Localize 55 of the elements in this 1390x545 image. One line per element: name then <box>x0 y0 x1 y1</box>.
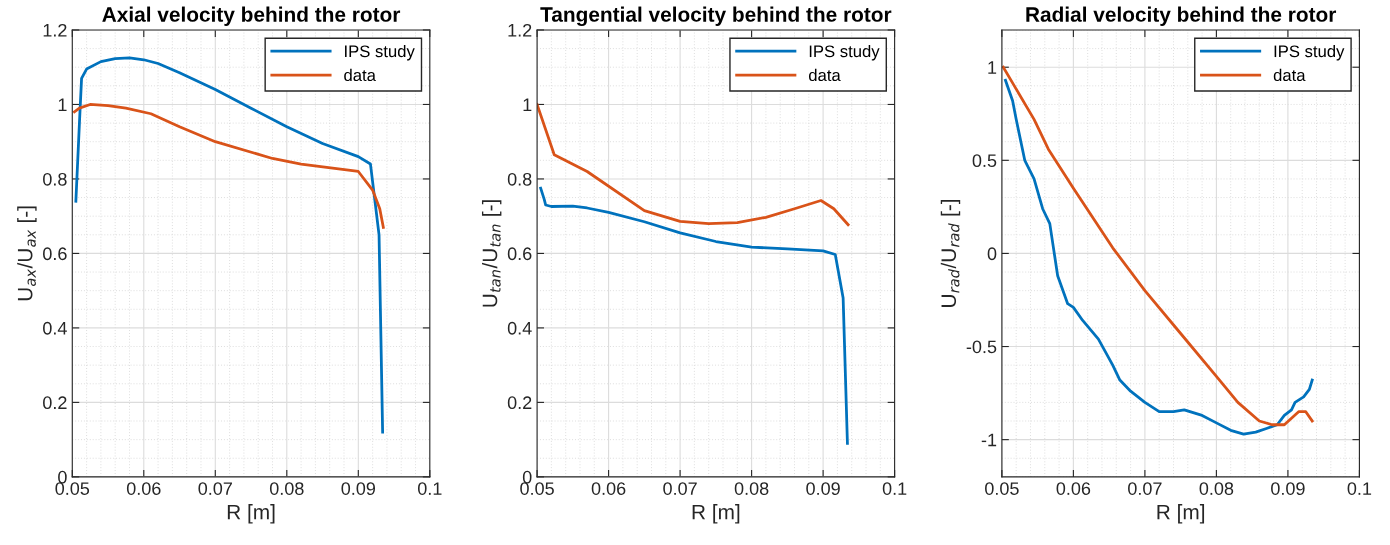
x-tick-label: 0.1 <box>1347 482 1372 495</box>
x-tick-label: 0.1 <box>417 482 442 495</box>
y-tick-label: -0.5 <box>966 340 997 354</box>
x-tick-label: 0.08 <box>1199 482 1234 495</box>
x-tick-label: 0.07 <box>663 482 697 495</box>
y-tick-label: 0.4 <box>43 321 67 335</box>
x-tick-label: 0.09 <box>1271 482 1305 495</box>
legend-label: data <box>344 68 376 82</box>
y-tick-label: 1 <box>523 98 532 111</box>
legend-label: data <box>1273 68 1306 82</box>
x-tick-label: 0.06 <box>126 482 161 495</box>
y-tick-label: 0.2 <box>43 396 67 410</box>
x-tick-label: 0.09 <box>806 482 840 495</box>
line-series <box>73 103 385 229</box>
y-tick-label: 0.4 <box>507 321 532 335</box>
y-tick-label: 0.5 <box>972 154 997 168</box>
y-tick-label: 0 <box>987 247 997 261</box>
x-tick-label: 0.06 <box>591 482 626 495</box>
x-tick-label: 0.1 <box>882 482 907 495</box>
x-tick-label: 0.08 <box>269 482 304 495</box>
y-tick-label: 0 <box>58 470 67 484</box>
y-tick-label: 0.6 <box>43 247 67 261</box>
y-tick-label: 0.6 <box>507 247 532 261</box>
y-axis-title: U$_{ax}$/U$_{ax}$ [-] <box>17 206 37 301</box>
y-tick-label: 1.2 <box>43 23 67 37</box>
line-series <box>537 103 850 227</box>
y-tick-label: 1 <box>988 61 997 74</box>
legend-label: IPS study <box>809 44 880 61</box>
chart-title: Radial velocity behind the rotor <box>1026 6 1337 26</box>
x-tick-label: 0.05 <box>520 482 554 495</box>
y-axis-title: U$_{tan}$/U$_{tan}$ [-] <box>481 200 502 307</box>
y-tick-label: 1.2 <box>508 23 532 37</box>
chart-title: Axial velocity behind the rotor <box>102 6 401 26</box>
legend-label: data <box>808 68 841 82</box>
x-axis-title: R [m] <box>1157 504 1205 524</box>
y-axis-title: U$_{rad}$/U$_{rad}$ [-] <box>940 199 961 307</box>
x-tick-label: 0.05 <box>985 482 1019 495</box>
line-series <box>539 186 849 445</box>
x-axis-title: R [m] <box>227 504 275 524</box>
chart-title: Tangential velocity behind the rotor <box>540 6 892 27</box>
legend-label: IPS study <box>1274 44 1345 61</box>
y-tick-label: 0.8 <box>43 172 67 186</box>
x-tick-label: 0.05 <box>55 482 90 495</box>
y-tick-label: 0.8 <box>507 172 532 186</box>
y-tick-label: 1 <box>58 98 67 111</box>
legend-label: IPS study <box>345 44 415 61</box>
x-tick-label: 0.07 <box>1128 482 1162 495</box>
x-tick-label: 0.07 <box>198 482 232 495</box>
y-tick-label: -1 <box>981 433 997 447</box>
y-tick-label: 0.2 <box>507 396 532 410</box>
x-tick-label: 0.09 <box>341 482 376 495</box>
x-tick-label: 0.06 <box>1056 482 1091 495</box>
y-tick-label: 0 <box>522 470 532 484</box>
x-axis-title: R [m] <box>692 504 740 524</box>
x-tick-label: 0.08 <box>734 482 769 495</box>
